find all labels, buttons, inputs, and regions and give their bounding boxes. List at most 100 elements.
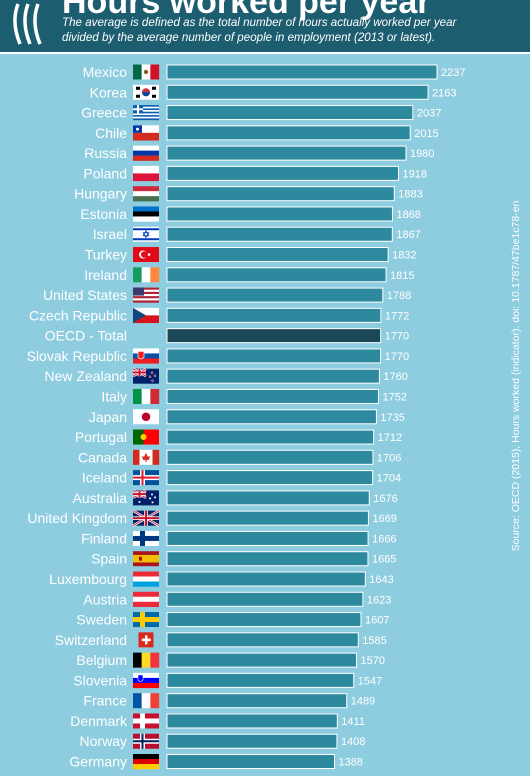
value-label: 1868	[396, 209, 420, 221]
bar-row: Canada 1706	[78, 449, 401, 465]
bar	[166, 145, 407, 161]
category-label: Czech Republic	[29, 307, 127, 323]
canada-flag-icon	[133, 449, 160, 465]
bar-row: Estonia 1868	[80, 206, 421, 222]
value-label: 1770	[385, 351, 409, 363]
value-label: 2037	[417, 108, 441, 120]
bar	[166, 226, 393, 242]
uk-flag-icon	[132, 509, 160, 527]
value-label: 1770	[385, 331, 409, 343]
bar-row: Luxembourg 1643	[49, 571, 394, 587]
bar	[166, 733, 338, 749]
newzealand-flag-icon	[132, 367, 159, 384]
bar	[166, 551, 369, 567]
bar	[166, 388, 379, 404]
category-label: Greece	[81, 105, 127, 121]
bar	[166, 186, 395, 202]
value-label: 1623	[367, 594, 391, 606]
bar	[166, 449, 374, 465]
category-label: Israel	[93, 226, 127, 242]
turkey-flag-icon	[133, 247, 159, 263]
ireland-flag-icon	[133, 267, 160, 283]
bar-row: Iceland 1704	[82, 470, 401, 486]
bar-row: Korea 2163	[90, 84, 457, 100]
australia-flag-icon	[132, 489, 159, 506]
bar-row: United Kingdom 1669	[27, 509, 397, 527]
value-label: 1666	[372, 533, 396, 545]
value-label: 1643	[369, 574, 393, 586]
value-label: 1547	[358, 675, 382, 687]
czech-flag-icon	[133, 307, 159, 324]
bar	[166, 307, 382, 323]
oecd-logo-icon	[13, 3, 42, 45]
japan-flag-icon	[133, 409, 159, 425]
category-label: Poland	[83, 165, 127, 181]
iceland-flag-icon	[133, 470, 159, 486]
bar	[166, 287, 384, 303]
mexico-flag-icon	[133, 64, 160, 80]
bar	[166, 693, 348, 709]
value-label: 1815	[390, 270, 414, 282]
category-label: Slovenia	[73, 672, 127, 688]
usa-flag-icon	[133, 287, 159, 303]
page-title: Hours worked per year	[62, 0, 431, 21]
category-label: New Zealand	[45, 368, 128, 384]
bar-row: Czech Republic 1772	[29, 307, 409, 323]
austria-flag-icon	[133, 591, 159, 607]
category-label: Luxembourg	[49, 571, 127, 587]
header-divider	[0, 52, 530, 54]
bar-row: Portugal 1712	[75, 429, 402, 445]
luxembourg-flag-icon	[133, 571, 159, 587]
sweden-flag-icon	[133, 612, 159, 628]
value-label: 1980	[410, 148, 434, 160]
bar	[166, 348, 382, 364]
chile-flag-icon	[133, 125, 159, 141]
bar	[166, 470, 374, 486]
category-label: Belgium	[76, 652, 127, 668]
category-label: Turkey	[85, 247, 127, 263]
bar	[166, 713, 338, 729]
slovakia-flag-icon	[133, 348, 159, 364]
bar	[166, 64, 438, 80]
bar-row: Japan 1735	[89, 409, 405, 425]
bar	[166, 429, 375, 445]
bar-row: Hungary 1883	[74, 186, 423, 202]
bar	[166, 490, 370, 506]
bar	[166, 652, 357, 668]
category-label: Australia	[73, 490, 128, 506]
bar	[166, 591, 364, 607]
bar	[166, 165, 399, 181]
bar	[166, 206, 393, 222]
bar	[166, 510, 369, 526]
value-label: 1411	[341, 716, 365, 728]
bar-row: Norway 1408	[80, 733, 366, 749]
bar-row: Poland 1918	[83, 165, 427, 181]
category-label: Canada	[78, 449, 127, 465]
bar	[166, 754, 336, 770]
value-label: 1408	[341, 736, 365, 748]
value-label: 1712	[378, 432, 402, 444]
bar	[166, 105, 414, 121]
category-label: Italy	[101, 388, 127, 404]
value-label: 1607	[365, 615, 389, 627]
bar	[166, 84, 429, 100]
bar-row: Finland 1666	[81, 530, 396, 546]
bar-row: Slovak Republic 1770	[27, 348, 410, 364]
category-label: Chile	[95, 125, 127, 141]
header: Hours worked per year The average is def…	[0, 0, 530, 52]
bar-row: Turkey 1832	[85, 247, 417, 263]
bar-row: New Zealand 1760	[45, 367, 408, 384]
switzerland-flag-icon	[138, 632, 154, 648]
source-note: Source: OECD (2015), Hours worked (indic…	[510, 200, 522, 552]
category-label: Iceland	[82, 470, 127, 486]
france-flag-icon	[133, 693, 160, 709]
category-label: United States	[43, 287, 127, 303]
bar-row: Sweden 1607	[76, 612, 389, 628]
bar	[166, 409, 377, 425]
bar	[166, 672, 355, 688]
category-label: Russia	[84, 145, 127, 161]
bar-row: Austria 1623	[83, 591, 391, 607]
bar-row: France 1489	[83, 693, 375, 709]
category-label: Japan	[89, 409, 127, 425]
